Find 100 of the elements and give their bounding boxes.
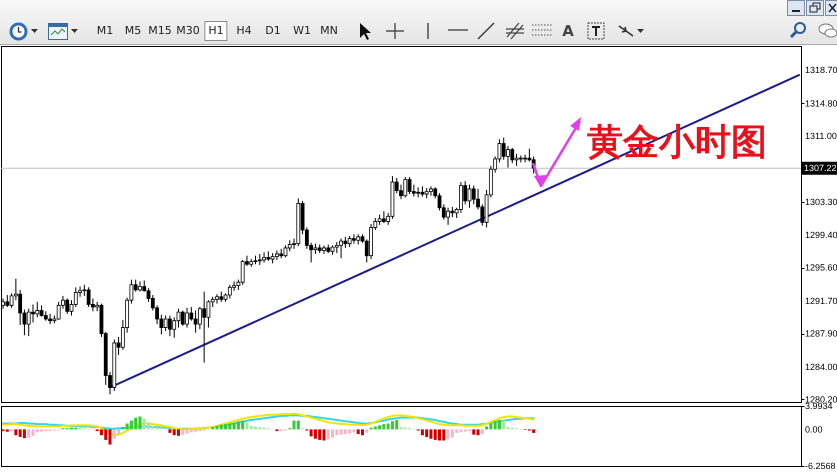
bar [310,429,313,436]
y-tick-label: 1284.00 [805,362,837,372]
bar [190,429,193,432]
y-tick-label: 0.00 [805,424,823,434]
candlestick [468,184,472,208]
bar [318,429,322,440]
bar [250,426,253,430]
candlestick [240,259,245,286]
bar [374,426,377,430]
y-tick-label: -6.2568 [805,461,836,471]
bar [126,424,129,430]
candlestick [262,252,266,264]
bar [472,429,476,435]
candlestick [215,294,219,304]
bar [489,424,492,430]
bar [344,429,347,434]
bar [386,424,390,430]
bar [390,421,394,430]
bar [151,426,154,430]
bar [138,416,142,430]
bar [314,429,317,439]
candlestick [65,298,70,314]
bar [296,420,300,430]
candlestick [176,308,180,328]
bar [172,429,176,436]
candlestick [26,308,31,337]
line-series [2,414,535,430]
bar [459,429,462,432]
candlestick [514,153,518,166]
candlestick [416,186,420,198]
candlestick [288,240,292,252]
text: MN [319,23,339,39]
bar [429,429,432,439]
text: M5 [124,23,142,39]
candlestick [348,235,352,248]
bar [442,429,446,440]
bar [168,429,172,433]
bar [485,426,488,430]
candlestick [31,304,35,323]
bar [181,429,184,435]
text: M30 [175,23,201,39]
text: M1 [96,23,114,39]
bar [130,420,133,430]
candlestick [408,176,412,195]
candlestick [284,244,288,258]
candlestick [450,206,454,218]
candlestick [206,300,210,328]
candlestick [334,241,339,254]
bar [450,429,454,438]
candlestick [86,286,91,308]
text: H1 [204,21,228,41]
bar [36,429,39,432]
candlestick [74,286,78,308]
bar [245,422,248,430]
candlestick [180,310,185,326]
candlestick [343,236,348,248]
y-tick-label: 1314.80 [805,98,837,108]
bar [176,429,180,436]
bar [232,422,236,430]
bar [228,424,232,430]
candlestick [5,294,10,308]
bar [340,429,343,435]
bar [446,429,450,440]
bar [378,425,382,430]
candlestick [330,244,334,256]
candlestick [258,253,262,266]
bar [186,429,189,434]
y-tick-label: 1287.90 [805,328,837,339]
bar [480,429,484,434]
ref-line-label: 1307.22 [804,163,837,174]
candlestick [266,250,270,262]
y-tick-label: 1295.60 [805,262,837,273]
bar [382,424,386,430]
y-tick-label: 1311.00 [805,130,837,141]
bar [395,420,398,430]
text: D1 [264,23,282,39]
candlestick [424,188,429,199]
candlestick [228,284,232,299]
candlestick [279,248,284,259]
candlestick [164,315,168,332]
bar [331,429,334,438]
bar [352,429,356,432]
bar [498,420,501,430]
candlestick [429,186,433,196]
candlestick [44,310,48,322]
candlestick [189,306,194,322]
bar [365,429,368,433]
candlestick [472,184,476,205]
candlestick [506,146,510,168]
y-tick-label: 1318.70 [805,64,837,75]
bar [434,429,437,440]
text: W1 [292,23,312,39]
bar [335,429,338,436]
bar [425,429,428,437]
bar [356,429,360,434]
y-tick-label: 1291.70 [805,296,837,306]
bar [420,429,424,436]
bar [134,418,138,430]
bar [14,429,18,436]
bar [494,421,497,430]
